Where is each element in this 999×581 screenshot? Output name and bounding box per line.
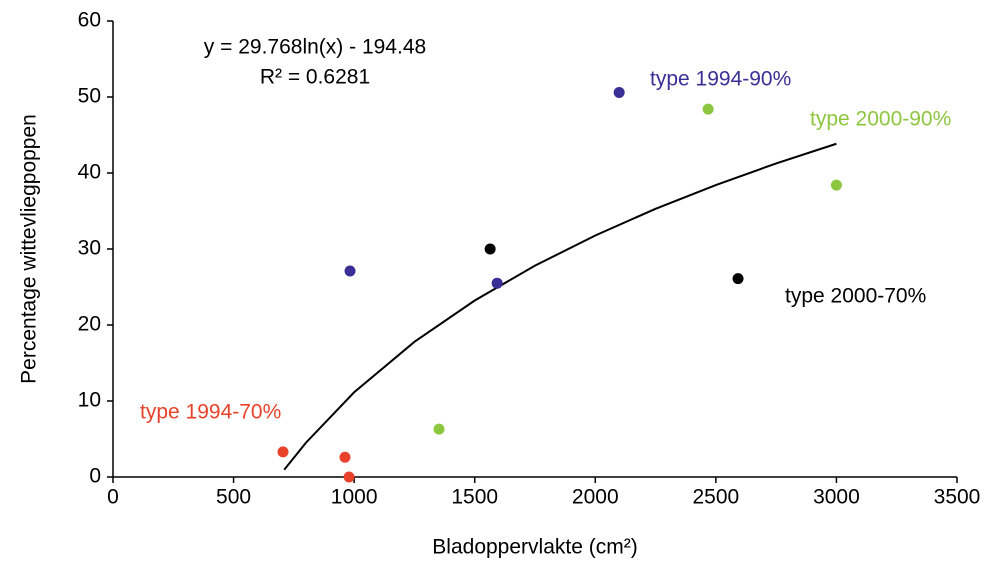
- x-tick-label: 1500: [451, 486, 498, 509]
- y-tick-label: 30: [78, 237, 101, 260]
- x-axis-label: Bladoppervlakte (cm²): [432, 536, 637, 559]
- data-point: [433, 423, 445, 435]
- y-tick-label: 50: [78, 85, 101, 108]
- data-point: [339, 451, 351, 463]
- x-tick-label: 3000: [813, 486, 860, 509]
- data-point: [484, 243, 496, 255]
- data-point: [830, 179, 842, 191]
- data-point: [343, 471, 355, 483]
- series-label: type 2000-70%: [785, 285, 926, 308]
- y-tick-label: 20: [78, 313, 101, 336]
- data-point: [277, 446, 289, 458]
- series-label: type 1994-90%: [650, 68, 791, 91]
- x-tick-label: 3500: [934, 486, 981, 509]
- data-point: [702, 103, 714, 115]
- y-axis-label: Percentage wittevliegpoppen: [18, 114, 41, 384]
- y-tick-label: 10: [78, 389, 101, 412]
- data-point: [613, 86, 625, 98]
- x-tick-label: 500: [216, 486, 251, 509]
- trend-equation: y = 29.768ln(x) - 194.48: [204, 36, 426, 59]
- series-label: type 2000-90%: [810, 108, 951, 131]
- data-point: [732, 273, 744, 285]
- trend-r-squared: R² = 0.6281: [260, 66, 370, 89]
- y-tick-label: 40: [78, 161, 101, 184]
- trendline: [283, 142, 837, 471]
- x-tick-label: 2000: [572, 486, 619, 509]
- x-tick-label: 1000: [331, 486, 378, 509]
- x-tick-label: 0: [107, 486, 119, 509]
- data-point: [491, 277, 503, 289]
- y-tick-label: 0: [89, 465, 101, 488]
- series-label: type 1994-70%: [140, 401, 281, 424]
- data-point: [344, 265, 356, 277]
- y-tick-label: 60: [78, 9, 101, 32]
- x-tick-label: 2500: [692, 486, 739, 509]
